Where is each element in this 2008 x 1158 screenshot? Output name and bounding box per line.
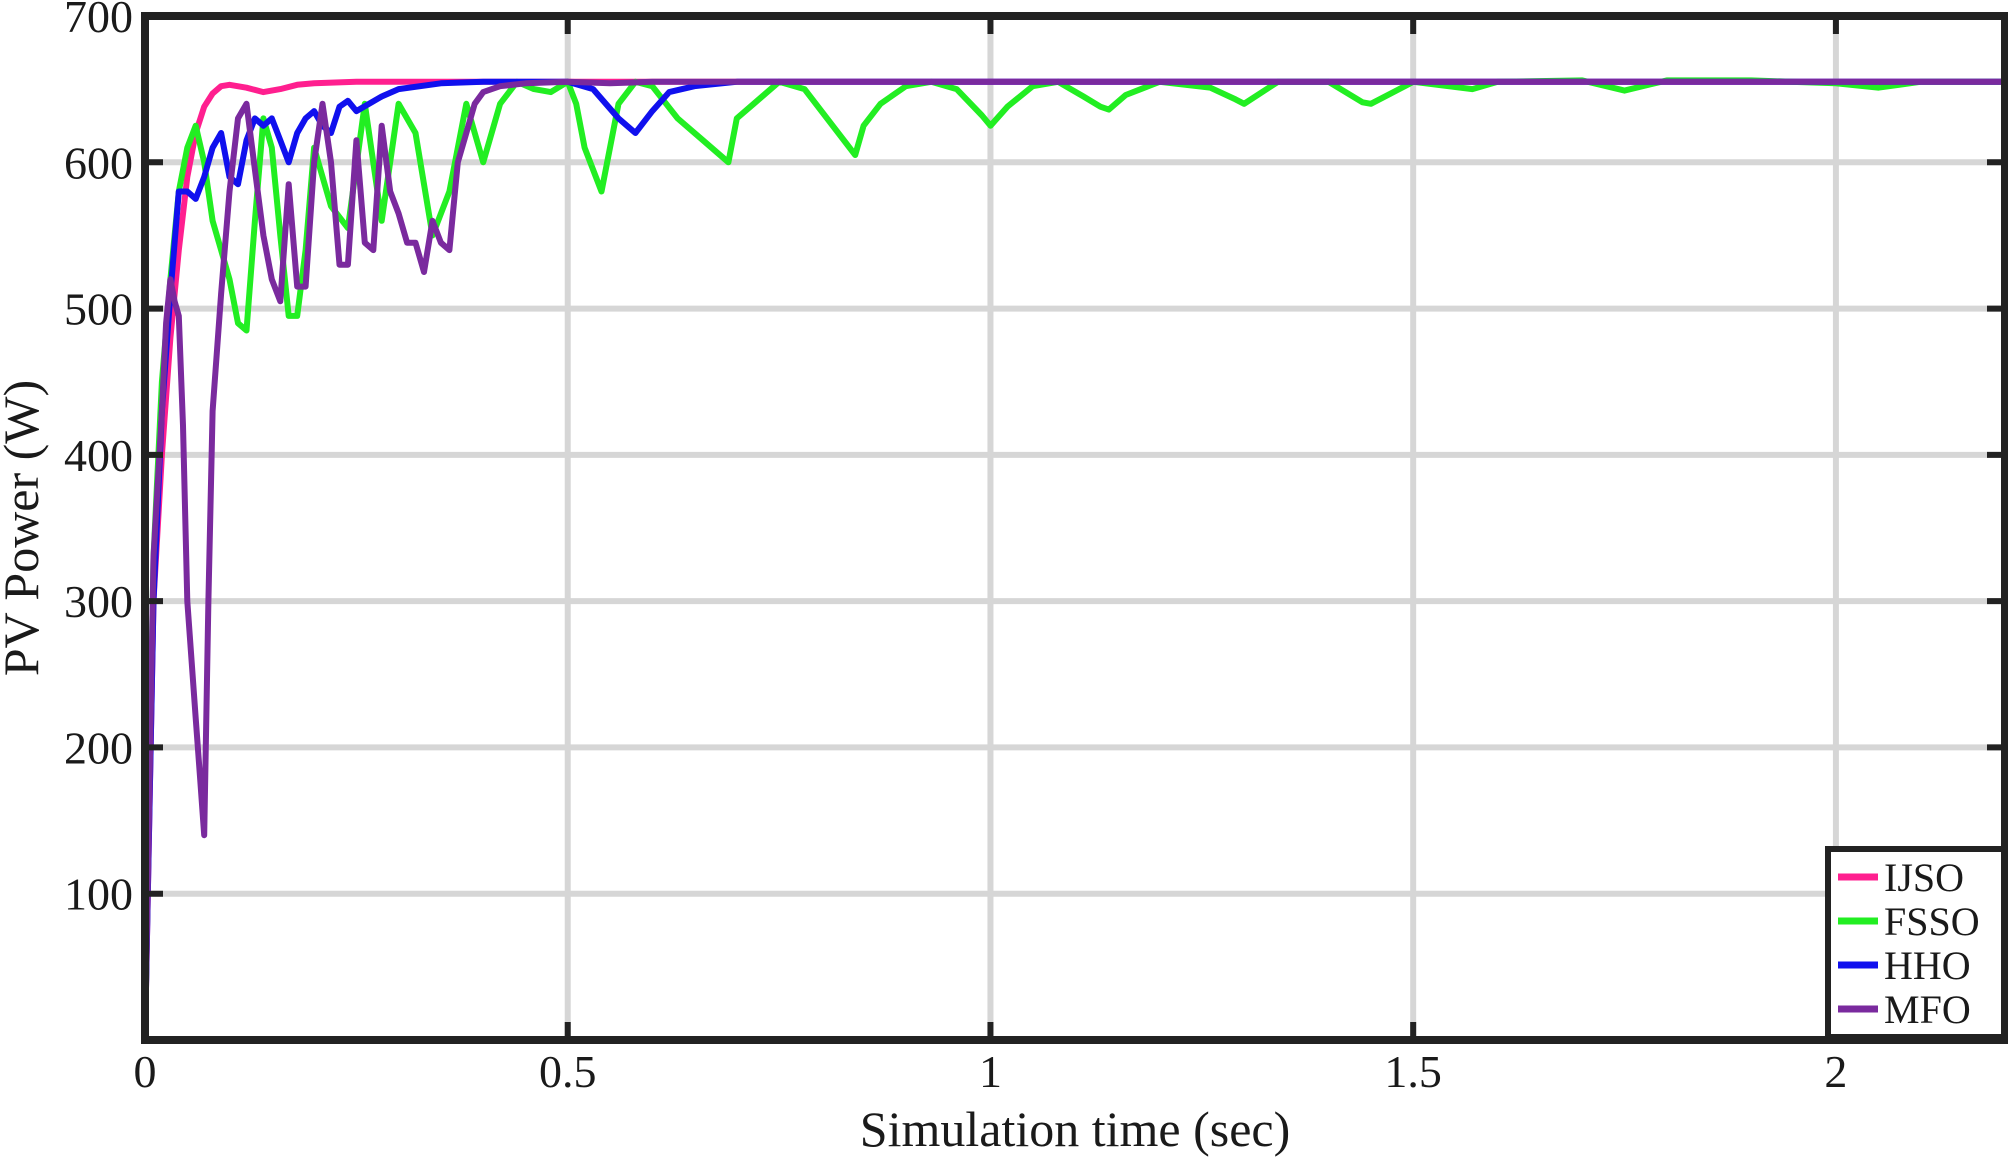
y-tick-label: 500: [64, 284, 133, 335]
y-tick-label: 100: [64, 869, 133, 920]
x-tick-label: 2: [1824, 1046, 1847, 1097]
y-tick-label: 300: [64, 576, 133, 627]
axis-ticks: [142, 13, 2005, 1040]
y-tick-label: 600: [64, 137, 133, 188]
y-axis-title: PV Power (W): [0, 380, 49, 676]
plot-frame: [141, 12, 2008, 1044]
x-tick-label: 0.5: [539, 1046, 597, 1097]
y-tick-label: 700: [64, 0, 133, 42]
y-tick-label: 200: [64, 722, 133, 773]
legend-label-hho: HHO: [1884, 943, 1971, 988]
legend-label-mfo: MFO: [1884, 987, 1971, 1032]
y-tick-label: 400: [64, 430, 133, 481]
series-lines: [142, 77, 2008, 1043]
legend-label-ijso: IJSO: [1884, 855, 1964, 900]
x-tick-label: 1: [979, 1046, 1002, 1097]
legend-label-fsso: FSSO: [1884, 899, 1980, 944]
x-axis-title: Simulation time (sec): [860, 1101, 1290, 1157]
x-tick-label: 0: [134, 1046, 157, 1097]
grid-lines: [145, 16, 2005, 1040]
series-line-mfo: [142, 78, 2008, 1043]
x-tick-label: 1.5: [1384, 1046, 1442, 1097]
axis-tick-labels: 0 0.5 1 1.5 2 100 200 300 400 500 600 700: [64, 0, 1847, 1097]
